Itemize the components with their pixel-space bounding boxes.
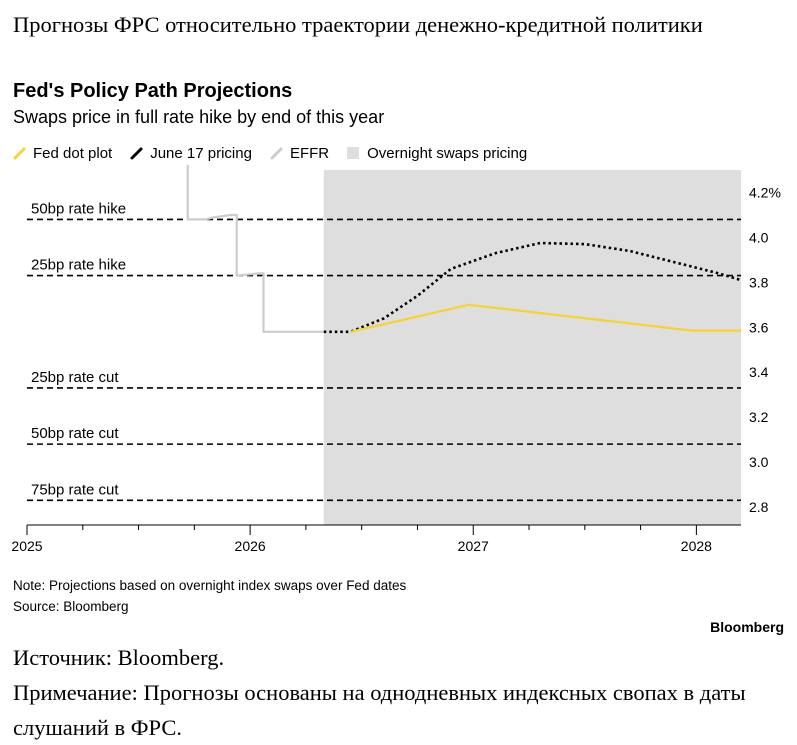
legend-slash-icon	[130, 147, 143, 160]
reference-line-label: 25bp rate hike	[31, 257, 126, 274]
y-tick-label: 3.4	[749, 364, 769, 380]
legend-item-overnight-swaps: Overnight swaps pricing	[347, 145, 527, 162]
legend-item-fed-dot-plot: Fed dot plot	[13, 145, 112, 162]
reference-line-label: 25bp rate cut	[31, 369, 119, 386]
legend-square-icon	[347, 147, 360, 159]
legend-item-effr: EFFR	[270, 145, 329, 162]
legend-slash-icon	[270, 147, 283, 160]
y-tick-label: 2.8	[749, 499, 769, 515]
article-caption: Прогнозы ФРС относительно траектории ден…	[13, 12, 703, 37]
y-tick-label: 3.6	[749, 319, 769, 335]
y-tick-label: 3.8	[749, 274, 769, 290]
chart-plot: 50bp rate hike 25bp rate hike 25bp rate cu…	[11, 165, 781, 554]
y-tick-label: 4.0	[749, 229, 769, 245]
legend-label: June 17 pricing	[150, 144, 252, 162]
legend-item-june-17-pricing: June 17 pricing	[130, 145, 252, 162]
legend-label: EFFR	[289, 144, 330, 162]
chart-subtitle: Swaps price in full rate hike by end of …	[13, 107, 385, 127]
legend-slash-icon	[13, 147, 26, 160]
footer-source: Источник: Bloomberg.	[13, 645, 225, 670]
chart-source: Source: Bloomberg	[13, 599, 129, 614]
chart-notes: Note: Projections based on overnight ind…	[13, 575, 406, 617]
series-june-17-pricing-line	[323, 241, 742, 334]
legend-label: Overnight swaps pricing	[367, 144, 528, 162]
article-footer: Источник: Bloomberg. Примечание: Прогноз…	[13, 640, 788, 745]
shaded-region	[323, 170, 741, 525]
series-fed-dot-plot-line	[350, 303, 741, 333]
x-tick-label: 2026	[235, 538, 266, 554]
chart-title: Fed's Policy Path Projections	[13, 80, 293, 102]
legend-label: Fed dot plot	[33, 144, 113, 162]
chart-legend: Fed dot plot June 17 pricing EFFR Overni…	[13, 143, 545, 163]
y-tick-label: 4.2%	[749, 184, 781, 200]
reference-line-label: 75bp rate cut	[31, 481, 119, 498]
brand-logo: Bloomberg	[710, 619, 784, 635]
footer-note: Примечание: Прогнозы основаны на однодне…	[13, 680, 746, 740]
x-tick-label: 2025	[11, 538, 42, 554]
reference-line-label: 50bp rate cut	[31, 425, 119, 442]
y-tick-label: 3.2	[749, 409, 769, 425]
x-tick-label: 2028	[681, 538, 712, 554]
chart-note: Note: Projections based on overnight ind…	[13, 578, 407, 593]
reference-line-label: 50bp rate hike	[31, 200, 126, 217]
x-tick-label: 2027	[458, 538, 489, 554]
y-tick-label: 3.0	[749, 454, 769, 470]
series-effr-line	[186, 165, 324, 333]
